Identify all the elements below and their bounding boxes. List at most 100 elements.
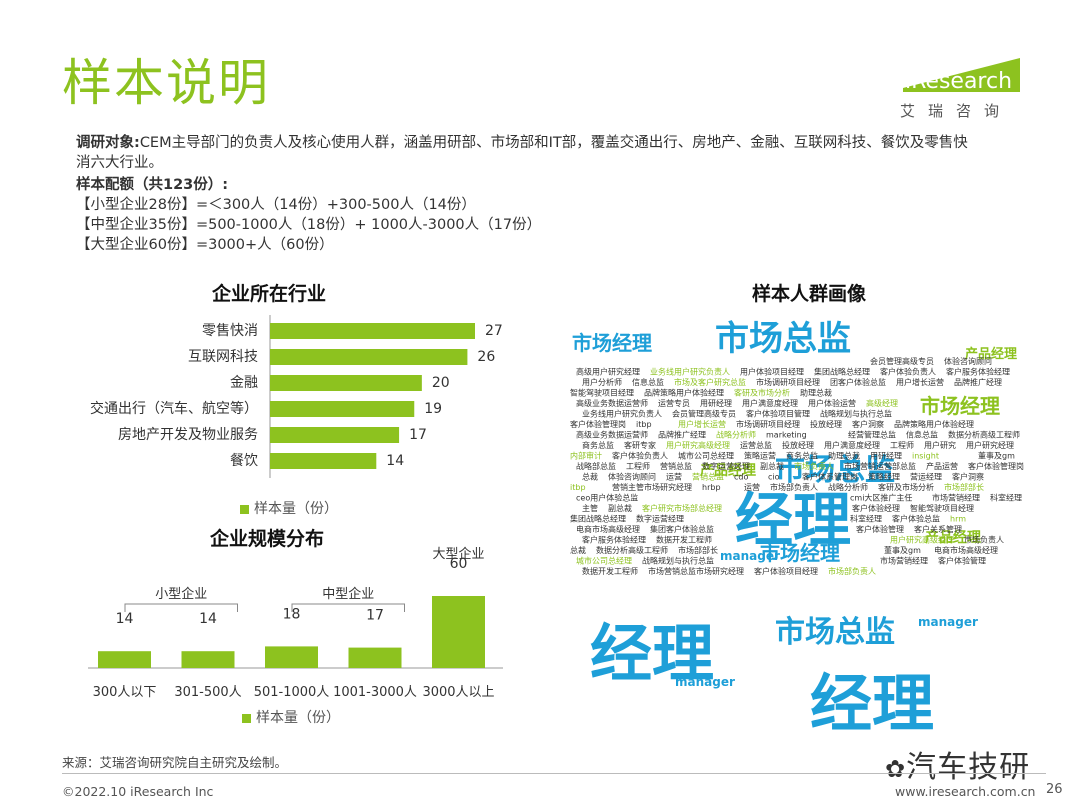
- group-bracket: [124, 603, 238, 612]
- wordcloud-word-small: 团客户体验总监: [830, 377, 886, 387]
- scale-chart-title: 企业规模分布: [210, 528, 325, 550]
- group-label: 中型企业: [322, 586, 374, 602]
- wordcloud-word-small: cdo: [734, 473, 748, 482]
- industry-category-label: 房地产开发及物业服务: [118, 427, 258, 443]
- group-bracket: [291, 603, 405, 612]
- wordcloud-word-small: 市场营销总监市场研究经理: [648, 566, 744, 576]
- intro-line1b: 消六大行业。: [76, 155, 163, 171]
- wordcloud-word-small: 市场部部长: [944, 482, 984, 492]
- wordcloud-word-small: 用户增长运营: [678, 419, 726, 429]
- wordcloud-word-small: 运营总监: [740, 440, 772, 450]
- wordcloud-word-large: 市场总监: [715, 320, 851, 359]
- wechat-icon: ✿: [885, 755, 907, 783]
- wordcloud-word-small: 内部审计: [570, 451, 602, 461]
- wordcloud-word-small: 用户研究经理: [966, 440, 1014, 450]
- wordcloud-word-small: 客户体验总监: [892, 514, 940, 524]
- wordcloud-word-small: 商务总监: [786, 451, 818, 461]
- group-label-large: 大型企业: [432, 546, 484, 562]
- wordcloud-word-small: 市场调研项目经理: [756, 377, 820, 387]
- wordcloud-word-small: 市场部负责人: [770, 482, 818, 492]
- copyright: ©2022.10 iResearch Inc: [62, 784, 214, 799]
- quota-medium: 【中型企业35份】=500-1000人（18份）+ 1000人-3000人（17…: [76, 217, 542, 233]
- wordcloud-word-small: 业务线用户研究负责人: [582, 409, 662, 419]
- wordcloud-word-small: insight: [912, 452, 939, 461]
- wechat-account: 汽车技研: [906, 750, 1031, 785]
- wordcloud-word-large: 经理: [590, 617, 714, 690]
- wordcloud-word-small: ceo用户体验总监: [576, 493, 638, 503]
- wordcloud-word-small: 市场负责人: [794, 461, 834, 471]
- wordcloud-word-large: 产品经理: [925, 529, 981, 546]
- wordcloud-word-small: 市场营销经理: [880, 556, 928, 566]
- page-title: 样本说明: [62, 54, 270, 112]
- wordcloud-word-small: 总裁: [582, 472, 598, 482]
- wordcloud-word-small: 品牌策略用户体验经理: [644, 388, 724, 398]
- wordcloud-word-large: 市场经理: [760, 541, 840, 565]
- intro-block: 调研对象:CEM主导部门的负责人及核心使用人群，涵盖用研部、市场部和IT部，覆盖…: [76, 133, 1036, 255]
- wordcloud-word-small: 用户体验运营: [808, 398, 856, 408]
- wordcloud-word-small: 客户体验经理: [852, 503, 900, 513]
- scale-category-label: 301-500人: [174, 685, 241, 700]
- wordcloud-word-large: 市场经理: [572, 331, 652, 355]
- wordcloud-word-large: manager: [720, 549, 780, 563]
- wordcloud-word-small: 客户服务体验经理: [946, 367, 1010, 377]
- industry-category-label: 餐饮: [230, 453, 258, 469]
- wordcloud-word-small: 用研经理: [700, 398, 732, 408]
- wordcloud-word-small: 经营管理总监: [848, 430, 896, 440]
- wordcloud-word-small: 客研专家: [624, 440, 656, 450]
- wordcloud-word-large: 市场经理: [920, 394, 1000, 418]
- intro-target-text: CEM主导部门的负责人及核心使用人群，涵盖用研部、市场部和IT部，覆盖交通出行、…: [139, 135, 968, 151]
- legend-swatch: [240, 504, 249, 514]
- industry-value-label: 14: [386, 453, 404, 469]
- wordcloud-word-small: 客户体验项目经理: [754, 566, 818, 576]
- wordcloud-word-small: 营销总监: [660, 461, 692, 471]
- quota-small: 【小型企业28份】=＜300人（14份）+300-500人（14份）: [76, 197, 476, 213]
- logo-graphic: iResearch: [903, 58, 1020, 94]
- industry-bar: [270, 453, 377, 469]
- wordcloud-word-small: 品牌策略用户体验经理: [894, 419, 974, 429]
- wordcloud-word-small: 高级业务数据运营师: [576, 430, 648, 440]
- industry-category-label: 交通出行（汽车、航空等）: [90, 400, 258, 417]
- group-label: 小型企业: [155, 586, 207, 602]
- wordcloud-word-small: 高级业务数据运营师: [576, 398, 648, 408]
- wordcloud-word-small: 运营: [744, 482, 760, 492]
- wordcloud-word-small: 主管: [582, 503, 598, 513]
- industry-bar: [270, 375, 422, 391]
- scale-bar: [98, 651, 151, 668]
- wordcloud-word-small: 电商市场高级经理: [576, 524, 640, 534]
- industry-value-label: 20: [432, 375, 450, 391]
- wordcloud-word-small: 集团客户体验总监: [650, 524, 714, 534]
- industry-bar: [270, 401, 415, 417]
- scale-bar: [432, 596, 485, 668]
- scale-value-label: 14: [199, 611, 217, 627]
- wordcloud-word-small: 营运经理: [910, 472, 942, 482]
- wordcloud-word-small: 用户研究高级经理: [890, 535, 954, 545]
- scale-value-label: 60: [450, 556, 468, 572]
- industry-chart-title: 企业所在行业: [212, 283, 327, 305]
- wordcloud-word-small: 客户服务体验经理: [582, 535, 646, 545]
- industry-value-label: 27: [485, 323, 503, 339]
- wordcloud-word-small: 运营: [666, 472, 682, 482]
- wordcloud-word-small: 战略分析师: [716, 430, 756, 440]
- wordcloud-word-small: 集团战略总经理: [814, 367, 870, 377]
- wordcloud-word-small: itbp: [636, 420, 652, 429]
- source-note: 来源：艾瑞咨询研究院自主研究及绘制。: [62, 755, 288, 770]
- iresearch-logo: iResearch: [895, 58, 1025, 122]
- scale-value-label: 14: [116, 611, 134, 627]
- wordcloud-word-small: hrbp: [702, 483, 721, 492]
- wordcloud-word-small: 电商市场高级经理: [934, 545, 998, 555]
- industry-bar: [270, 427, 400, 443]
- footer-divider: [62, 773, 1046, 774]
- wordcloud-word-small: 战略分析师: [828, 482, 868, 492]
- wordcloud-word-small: 用研经理: [870, 451, 902, 461]
- wordcloud-word-small: 市场部负责人: [828, 566, 876, 576]
- wordcloud-word-small: 客户体验管理: [938, 556, 986, 566]
- logo-chinese-name: 艾瑞咨询: [900, 102, 1013, 120]
- quota-large: 【大型企业60份】=3000+人（60份）: [76, 237, 334, 253]
- wordcloud-word-small: 商务总监: [582, 440, 614, 450]
- wordcloud-word-small: 市场部部长: [678, 545, 718, 555]
- scale-legend-label: 样本量（份）: [256, 710, 340, 726]
- industry-category-label: 零售快消: [202, 323, 258, 339]
- wordcloud-word-large: 市场总监: [775, 615, 895, 650]
- wordcloud-word-small: 集团战略总经理: [570, 514, 626, 524]
- industry-legend: 样本量（份）: [240, 498, 338, 518]
